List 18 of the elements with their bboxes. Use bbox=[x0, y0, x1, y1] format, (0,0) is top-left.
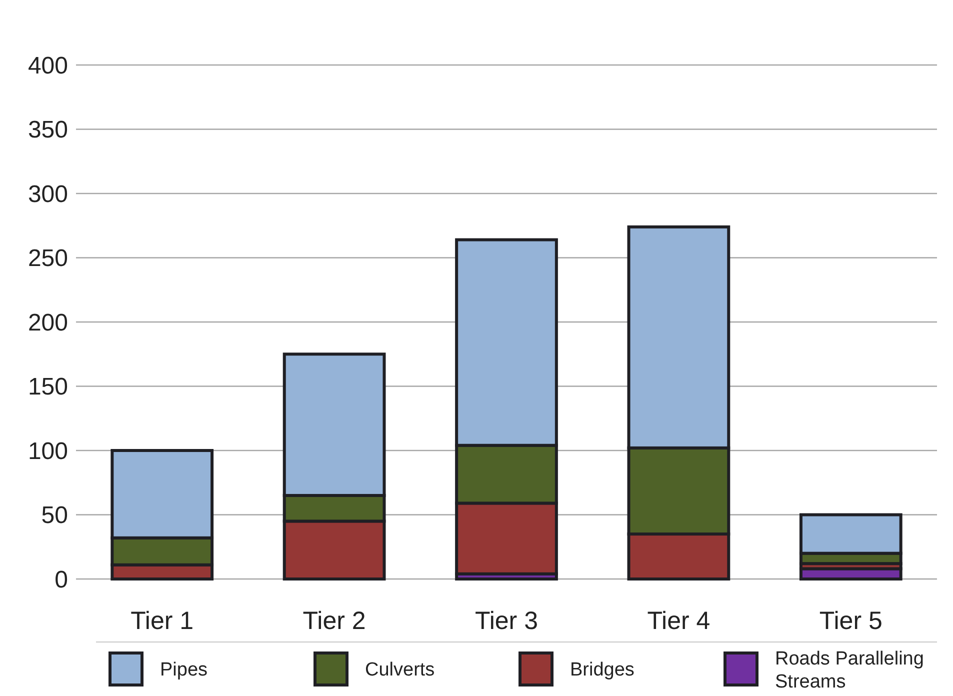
y-tick-label: 0 bbox=[54, 566, 68, 594]
y-tick-label: 300 bbox=[28, 180, 68, 208]
legend-label: Roads Paralleling Streams bbox=[775, 648, 924, 692]
legend-label: Pipes bbox=[160, 660, 208, 681]
y-tick-label: 50 bbox=[41, 502, 68, 530]
x-tick-label: Tier 5 bbox=[819, 607, 882, 635]
y-tick-label: 200 bbox=[28, 309, 68, 336]
x-tick-label: Tier 1 bbox=[130, 607, 194, 635]
y-tick-label: 400 bbox=[28, 52, 68, 80]
legend-label: Bridges bbox=[570, 660, 634, 681]
legend-label: Culverts bbox=[365, 660, 435, 681]
y-tick-label: 150 bbox=[28, 374, 68, 401]
x-tick-label: Tier 3 bbox=[475, 607, 538, 635]
y-tick-label: 100 bbox=[28, 438, 68, 465]
y-tick-label: 350 bbox=[28, 116, 68, 144]
x-tick-label: Tier 4 bbox=[647, 607, 710, 635]
y-tick-label: 250 bbox=[28, 245, 68, 272]
x-tick-label: Tier 2 bbox=[302, 607, 366, 635]
